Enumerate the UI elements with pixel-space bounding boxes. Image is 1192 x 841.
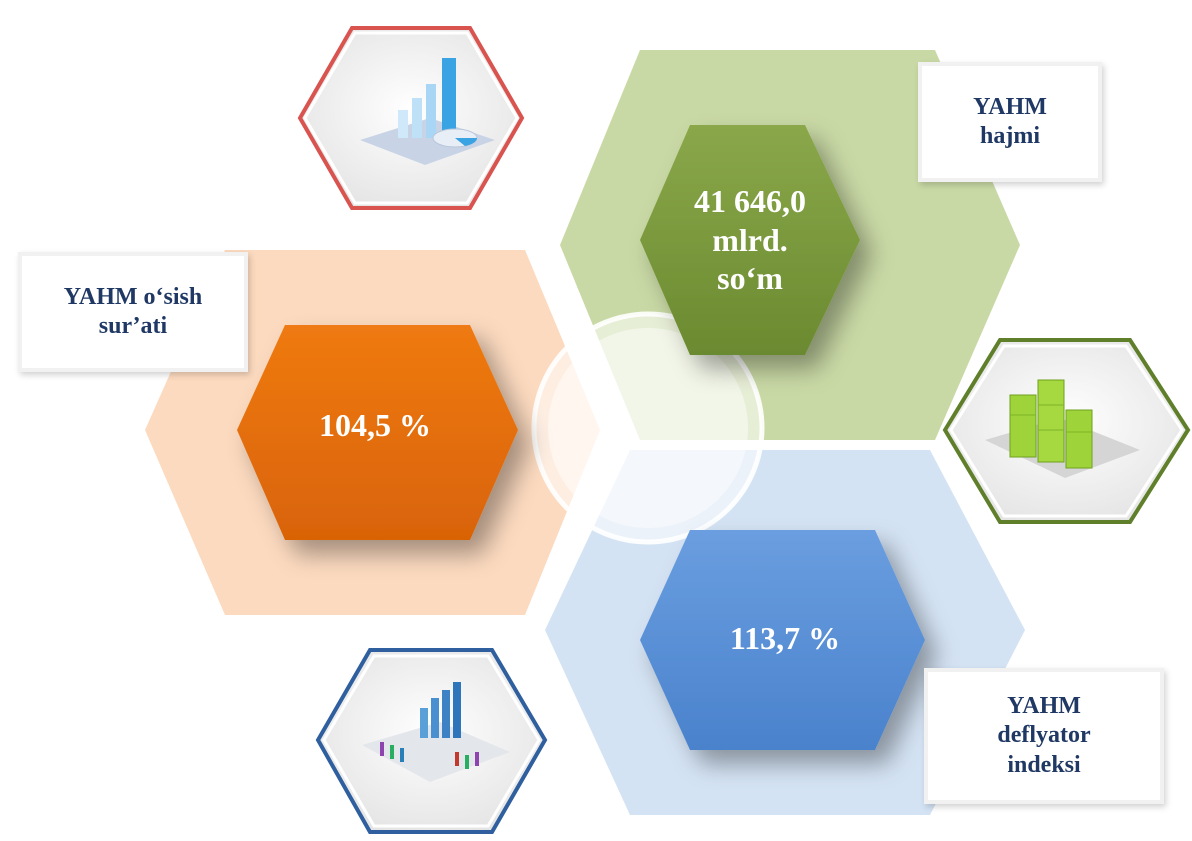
gdp-deflator-label: YAHM deflyator indeksi [924,668,1164,804]
gdp-volume-hexagon [640,125,860,355]
gdp-growth-hexagon [237,325,518,540]
report-chart-icon [315,648,548,834]
bar-pie-chart-icon [297,26,525,210]
center-ring [534,314,762,542]
center-ring-outline [531,311,765,545]
green-bar-chart-icon [942,338,1191,524]
gdp-volume-value: 41 646,0 mlrd. so‘m [694,183,806,297]
gdp-deflator-hexagon [640,530,925,750]
gdp-volume-label: YAHM hajmi [918,62,1102,182]
gdp-growth-value: 104,5 % [319,406,431,443]
gdp-deflator-value: 113,7 % [729,619,841,656]
gdp-growth-label: YAHM o‘sish sur’ati [18,252,248,372]
